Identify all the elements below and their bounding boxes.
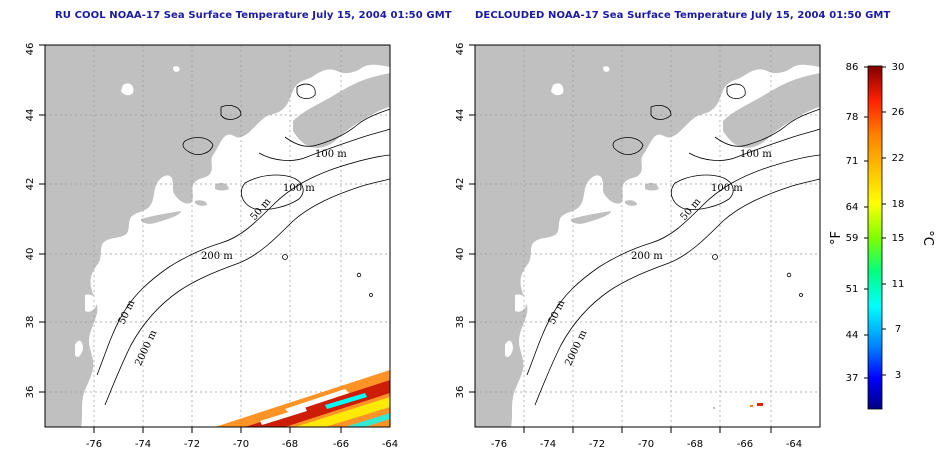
contour-label-100m-b: 100 m bbox=[711, 183, 743, 194]
tick-marks bbox=[469, 44, 772, 433]
title-right: DECLOUDED NOAA-17 Sea Surface Temperatur… bbox=[475, 10, 891, 21]
fahrenheit-unit-label: °F bbox=[829, 231, 844, 245]
f-tick: 78 bbox=[846, 112, 859, 123]
lon-label: -64 bbox=[382, 439, 398, 450]
lat-label: 44 bbox=[25, 109, 36, 122]
lon-label: -68 bbox=[282, 439, 298, 450]
c-tick: 15 bbox=[892, 233, 905, 244]
c-tick: 3 bbox=[895, 370, 901, 381]
c-tick: 7 bbox=[895, 324, 901, 335]
c-tick: 30 bbox=[892, 62, 905, 73]
sst-pixels bbox=[713, 403, 763, 409]
grid-lines bbox=[475, 45, 820, 427]
lat-label: 38 bbox=[455, 316, 466, 329]
lat-label: 40 bbox=[25, 248, 36, 261]
lat-label: 44 bbox=[455, 109, 466, 122]
f-tick: 86 bbox=[846, 62, 859, 73]
f-tick: 64 bbox=[846, 202, 859, 213]
contour-label-100m-b: 100 m bbox=[283, 183, 315, 194]
lon-label: -72 bbox=[589, 439, 605, 450]
lat-label: 38 bbox=[25, 316, 36, 329]
tick-marks bbox=[39, 44, 342, 433]
f-tick: 44 bbox=[846, 330, 859, 341]
fahrenheit-ticks: 86 78 71 64 59 51 44 37 bbox=[846, 62, 859, 384]
lon-label: -66 bbox=[333, 439, 349, 450]
celsius-ticks: 30 26 22 18 15 11 7 3 bbox=[892, 62, 905, 381]
c-tick: 22 bbox=[892, 153, 905, 164]
lat-label: 36 bbox=[25, 386, 36, 399]
lat-label: 46 bbox=[455, 43, 466, 56]
title-left: RU COOL NOAA-17 Sea Surface Temperature … bbox=[55, 10, 452, 21]
celsius-unit-label: °C bbox=[920, 230, 935, 246]
map-panel-right: 100 m 100 m 50 m 200 m 50 m 2000 m -76 -… bbox=[455, 43, 821, 450]
lon-label: -66 bbox=[737, 439, 753, 450]
c-tick: 26 bbox=[892, 107, 905, 118]
f-tick: 51 bbox=[846, 284, 859, 295]
lon-label: -74 bbox=[540, 439, 556, 450]
colorbar: 86 78 71 64 59 51 44 37 30 26 22 18 15 1… bbox=[829, 62, 935, 410]
lon-label: -64 bbox=[786, 439, 802, 450]
f-tick: 37 bbox=[846, 373, 859, 384]
lat-tick-labels: 36 38 40 42 44 46 bbox=[25, 43, 36, 399]
map-panel-left: 100 m 100 m 50 m 200 m 50 m 2000 m -76 -… bbox=[25, 43, 398, 450]
sst-swath bbox=[215, 370, 390, 427]
lat-label: 40 bbox=[455, 248, 466, 261]
lon-tick-labels: -76 -74 -72 -70 -68 -66 -64 bbox=[86, 439, 398, 450]
lon-label: -76 bbox=[86, 439, 102, 450]
colorbar-gradient bbox=[867, 65, 883, 410]
panel-frame bbox=[474, 44, 821, 428]
lon-label: -72 bbox=[184, 439, 200, 450]
grid-lines bbox=[45, 45, 390, 427]
contour-label-100m-a: 100 m bbox=[315, 149, 347, 160]
f-tick: 59 bbox=[846, 233, 859, 244]
c-tick: 18 bbox=[892, 199, 905, 210]
contour-label-200m: 200 m bbox=[201, 251, 233, 262]
lon-label: -70 bbox=[233, 439, 249, 450]
panel-frame bbox=[44, 44, 391, 428]
contour-label-200m: 200 m bbox=[631, 251, 663, 262]
contour-label-100m-a: 100 m bbox=[740, 149, 772, 160]
lon-label: -68 bbox=[687, 439, 703, 450]
lon-label: -76 bbox=[491, 439, 507, 450]
lat-label: 42 bbox=[455, 178, 466, 191]
lon-label: -70 bbox=[638, 439, 654, 450]
lon-label: -74 bbox=[135, 439, 151, 450]
f-tick: 71 bbox=[846, 156, 859, 167]
lon-tick-labels: -76 -74 -72 -70 -68 -66 -64 bbox=[491, 439, 802, 450]
c-tick: 11 bbox=[892, 279, 905, 290]
lat-label: 36 bbox=[455, 386, 466, 399]
lat-label: 42 bbox=[25, 178, 36, 191]
lat-tick-labels: 36 38 40 42 44 46 bbox=[455, 43, 466, 399]
lat-label: 46 bbox=[25, 43, 36, 56]
